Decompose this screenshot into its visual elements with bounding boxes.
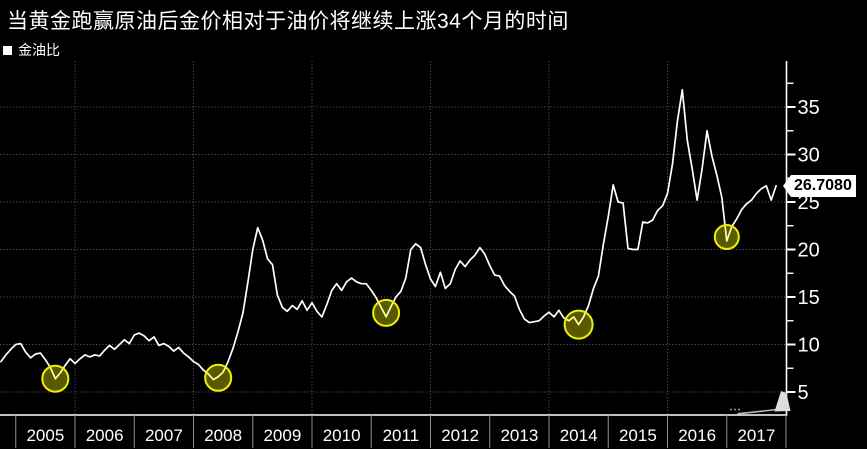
year-label: 2012 bbox=[441, 426, 479, 445]
year-label: 2006 bbox=[86, 426, 124, 445]
render-artifact-wedge bbox=[774, 391, 791, 412]
year-label: 2011 bbox=[383, 426, 420, 445]
year-label: 2017 bbox=[737, 426, 775, 445]
legend: 金油比 bbox=[3, 40, 60, 60]
year-label: 2014 bbox=[560, 426, 598, 445]
y-tick-label: 30 bbox=[798, 145, 820, 167]
gold-oil-ratio-line bbox=[0, 89, 777, 381]
y-tick-label: 20 bbox=[798, 240, 820, 262]
last-value-label: 26.7080 bbox=[791, 175, 856, 197]
low-point-marker bbox=[372, 298, 401, 327]
year-label: 2009 bbox=[263, 426, 301, 445]
y-tick-label: 35 bbox=[798, 97, 820, 119]
low-point-marker bbox=[204, 363, 233, 392]
y-tick-label: 5 bbox=[798, 382, 809, 404]
legend-square-icon bbox=[3, 45, 12, 55]
year-label: 2005 bbox=[26, 426, 64, 445]
year-label: 2015 bbox=[619, 426, 657, 445]
low-point-marker bbox=[713, 224, 740, 250]
y-tick-label: 25 bbox=[798, 192, 820, 214]
year-label: 2010 bbox=[323, 426, 361, 445]
low-point-marker bbox=[563, 309, 594, 340]
year-label: 2016 bbox=[678, 426, 716, 445]
year-label: 2013 bbox=[500, 426, 538, 445]
y-tick-label: 15 bbox=[798, 287, 820, 309]
y-tick-label: 10 bbox=[798, 335, 820, 357]
legend-label: 金油比 bbox=[18, 42, 60, 58]
low-point-marker bbox=[41, 364, 70, 393]
chart-title: 当黄金跑赢原油后金价相对于油价将继续上涨34个月的时间 bbox=[7, 10, 569, 33]
year-label: 2008 bbox=[204, 426, 242, 445]
year-label: 2007 bbox=[145, 426, 183, 445]
